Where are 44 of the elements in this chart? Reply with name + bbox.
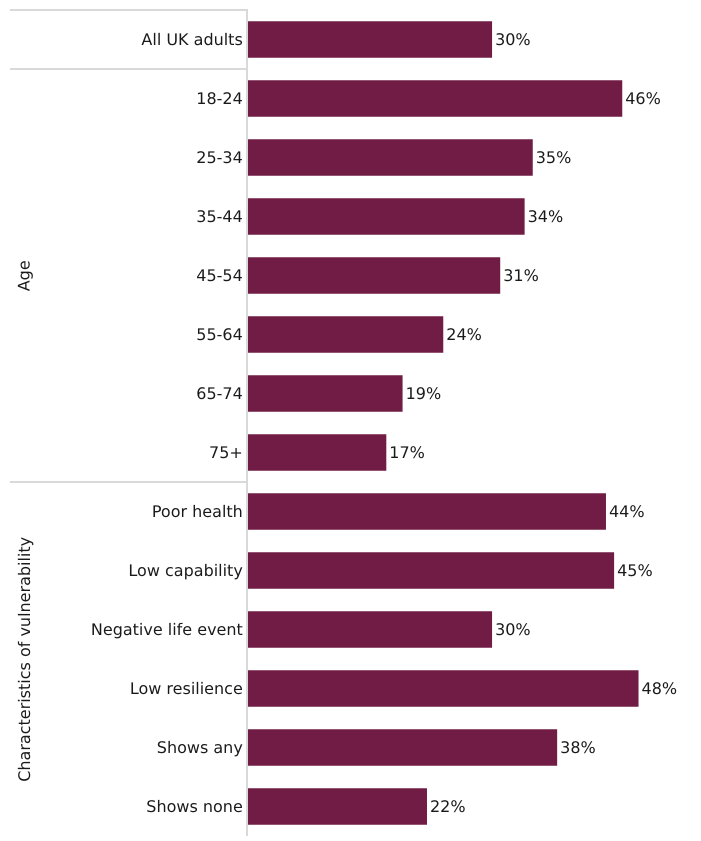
bar: [248, 198, 525, 235]
data-label: 48%: [642, 679, 678, 698]
bar: [248, 493, 606, 530]
data-label: 22%: [430, 797, 466, 816]
data-label: 19%: [406, 384, 442, 403]
y-tick-label: Shows none: [146, 797, 243, 816]
data-label: 46%: [625, 89, 661, 108]
data-label: 35%: [536, 148, 572, 167]
y-tick-label: Poor health: [152, 502, 243, 522]
y-tick-label: 45-54: [196, 266, 243, 286]
data-label: 44%: [608, 502, 645, 521]
data-label: 34%: [528, 207, 564, 226]
bar: [248, 316, 444, 353]
y-tick-label: Low capability: [128, 561, 243, 580]
bar: [248, 611, 492, 648]
data-label: 31%: [503, 266, 539, 285]
y-tick-label: 65-74: [196, 384, 243, 404]
data-label: 45%: [617, 561, 653, 580]
data-label: 38%: [560, 738, 596, 757]
y-tick-label: 55-64: [196, 325, 243, 344]
y-tick-label: Negative life event: [90, 620, 243, 640]
text: Characteristics of vulnerability: [14, 536, 34, 782]
text: Age: [14, 260, 34, 292]
y-tick-label: Shows any: [156, 738, 243, 758]
data-label: 30%: [495, 620, 531, 639]
bar: [248, 21, 492, 58]
bar: [248, 788, 427, 825]
bar: [248, 257, 500, 294]
bar: [248, 139, 533, 176]
bar: [248, 729, 558, 766]
bar: [248, 552, 614, 589]
y-tick-label: 25-34: [196, 148, 243, 168]
y-tick-label: Low resilience: [130, 679, 243, 698]
bar: [248, 670, 639, 707]
data-label: 17%: [389, 443, 425, 462]
y-tick-label: 18-24: [196, 89, 243, 108]
data-label: 30%: [495, 30, 531, 49]
y-tick-label: All UK adults: [141, 30, 243, 50]
bar: [248, 80, 622, 117]
bar: [248, 434, 386, 471]
bar: [248, 375, 403, 412]
data-label: 24%: [446, 325, 482, 344]
y-tick-label: 35-44: [196, 207, 243, 226]
y-tick-label: 75+: [209, 443, 243, 462]
